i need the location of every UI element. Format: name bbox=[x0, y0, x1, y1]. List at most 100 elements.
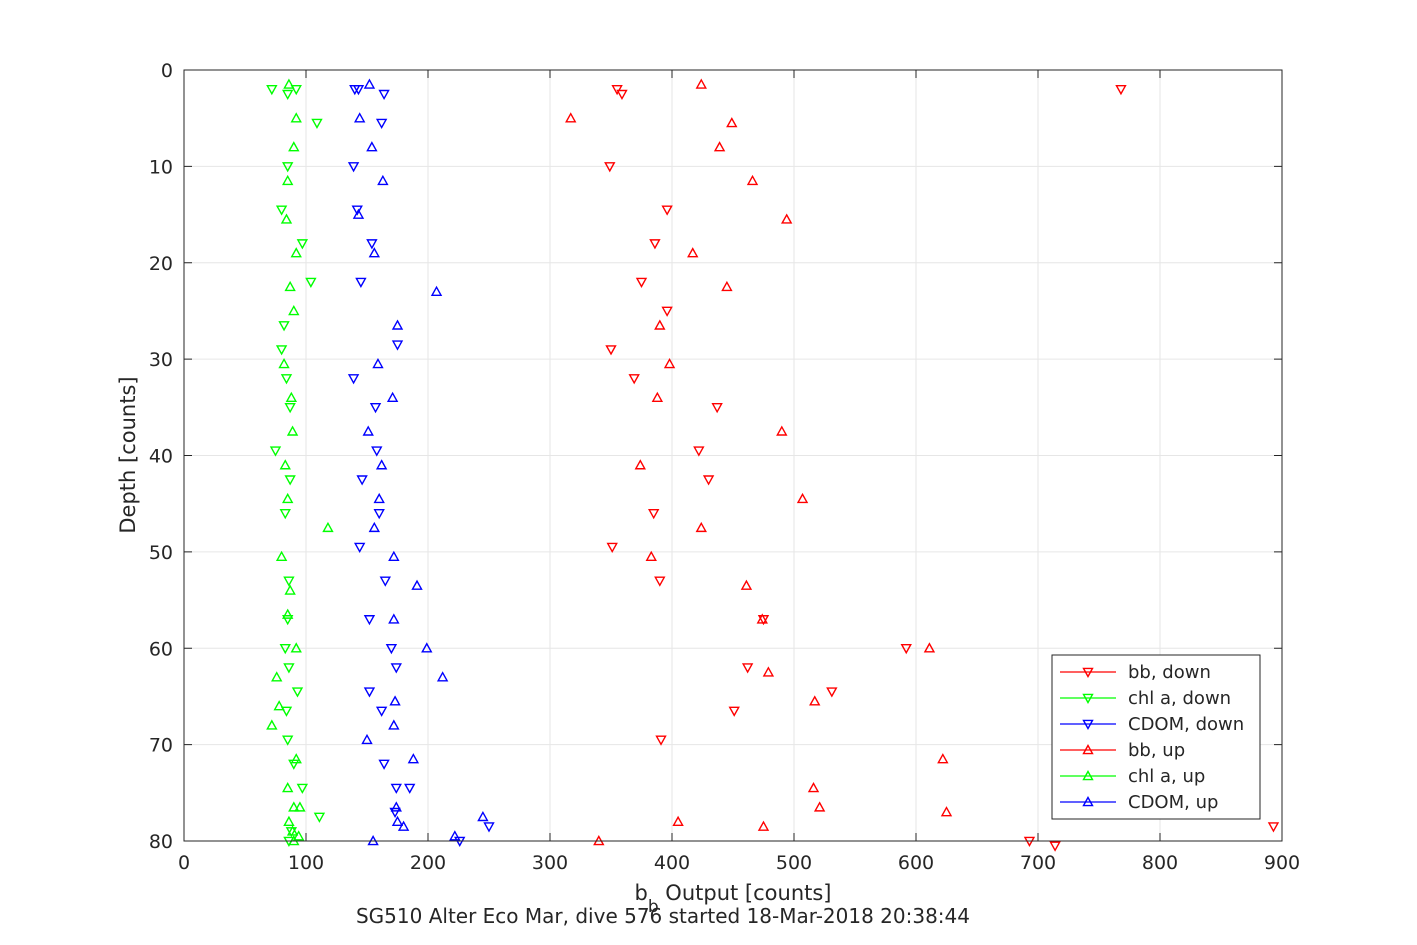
data-point bbox=[391, 319, 404, 330]
series-5 bbox=[352, 78, 489, 846]
data-point bbox=[654, 319, 666, 330]
data-point bbox=[275, 205, 288, 216]
data-point bbox=[628, 374, 640, 385]
series-0 bbox=[604, 84, 1280, 852]
data-point bbox=[923, 642, 936, 653]
data-point bbox=[672, 815, 684, 827]
data-point bbox=[635, 277, 648, 288]
data-point bbox=[379, 576, 391, 587]
data-point bbox=[366, 239, 378, 250]
x-tick-label: 700 bbox=[1020, 852, 1056, 874]
legend-marker bbox=[1082, 770, 1094, 781]
data-point bbox=[282, 162, 294, 173]
data-point bbox=[371, 446, 383, 457]
legend-label: chl a, down bbox=[1128, 688, 1231, 709]
data-point bbox=[634, 459, 646, 470]
data-point bbox=[284, 403, 296, 414]
data-point bbox=[388, 719, 400, 730]
data-point bbox=[483, 822, 495, 833]
y-tick-label: 20 bbox=[149, 253, 173, 275]
data-point bbox=[740, 579, 753, 590]
legend-item: bb, up bbox=[1060, 740, 1185, 761]
x-tick-label: 300 bbox=[532, 852, 568, 874]
data-point bbox=[430, 285, 443, 296]
data-point bbox=[352, 84, 365, 96]
data-point bbox=[711, 403, 723, 414]
data-point bbox=[746, 174, 759, 186]
data-point bbox=[296, 239, 309, 250]
data-point bbox=[390, 663, 402, 674]
y-tick-label: 10 bbox=[149, 156, 173, 178]
data-point bbox=[368, 521, 381, 533]
data-point bbox=[651, 391, 664, 402]
data-point bbox=[313, 812, 326, 823]
data-point bbox=[279, 509, 291, 520]
series-3 bbox=[565, 78, 953, 846]
data-point bbox=[279, 643, 291, 655]
legend-label: CDOM, down bbox=[1128, 714, 1244, 735]
data-point bbox=[273, 700, 285, 711]
data-point bbox=[269, 446, 282, 457]
data-point bbox=[702, 475, 715, 486]
data-point bbox=[288, 801, 300, 812]
data-point bbox=[283, 663, 295, 674]
y-tick-label: 30 bbox=[149, 349, 173, 371]
data-point bbox=[605, 345, 617, 356]
data-point bbox=[388, 550, 400, 561]
data-point bbox=[407, 753, 420, 764]
data-point bbox=[604, 162, 616, 173]
data-point bbox=[762, 666, 775, 677]
data-point bbox=[695, 521, 707, 533]
data-point bbox=[780, 213, 793, 224]
data-point bbox=[282, 89, 294, 101]
legend-marker bbox=[1082, 744, 1094, 755]
data-point bbox=[386, 391, 399, 402]
data-point bbox=[290, 642, 302, 653]
legend-item: CDOM, up bbox=[1060, 792, 1218, 813]
data-point bbox=[368, 247, 381, 258]
data-point bbox=[311, 118, 323, 129]
data-point bbox=[661, 205, 673, 216]
legend-marker bbox=[1082, 693, 1094, 704]
data-point bbox=[411, 579, 423, 590]
data-point bbox=[937, 753, 949, 764]
data-point bbox=[377, 174, 389, 186]
y-tick-label: 50 bbox=[149, 542, 173, 564]
x-tick-label: 600 bbox=[898, 852, 934, 874]
legend-item: bb, down bbox=[1060, 662, 1211, 683]
legend-box bbox=[1051, 654, 1261, 820]
data-point bbox=[663, 358, 676, 369]
data-point bbox=[284, 475, 296, 486]
data-point bbox=[813, 801, 826, 812]
data-point bbox=[606, 542, 618, 553]
legend-item: chl a, down bbox=[1060, 688, 1231, 709]
data-point bbox=[695, 78, 707, 89]
data-point bbox=[353, 112, 366, 123]
data-point bbox=[286, 825, 299, 836]
data-point bbox=[292, 830, 305, 841]
data-point bbox=[565, 112, 577, 123]
y-tick-label: 0 bbox=[161, 60, 173, 82]
data-point bbox=[266, 719, 278, 730]
data-point bbox=[389, 807, 401, 819]
data-point bbox=[290, 753, 302, 764]
data-point bbox=[826, 687, 838, 698]
data-point bbox=[305, 277, 317, 288]
data-point bbox=[356, 475, 368, 486]
data-point bbox=[366, 141, 378, 152]
data-point bbox=[355, 277, 367, 288]
y-axis-label: Depth [counts] bbox=[116, 376, 140, 533]
x-tick-label: 900 bbox=[1264, 852, 1300, 874]
data-point bbox=[290, 247, 302, 258]
legend-label: chl a, up bbox=[1128, 766, 1205, 787]
data-point bbox=[900, 643, 912, 655]
data-point bbox=[285, 391, 298, 402]
data-point bbox=[776, 425, 788, 436]
data-point bbox=[352, 208, 365, 219]
data-point bbox=[654, 576, 666, 587]
data-point bbox=[291, 687, 304, 698]
data-point bbox=[362, 425, 374, 436]
data-point bbox=[726, 117, 738, 128]
data-point bbox=[322, 521, 334, 533]
axis-ticks: 0 100 200 300 400 500 600 700 800 900 0 10 20 30 40 50 6… bbox=[149, 60, 1300, 874]
